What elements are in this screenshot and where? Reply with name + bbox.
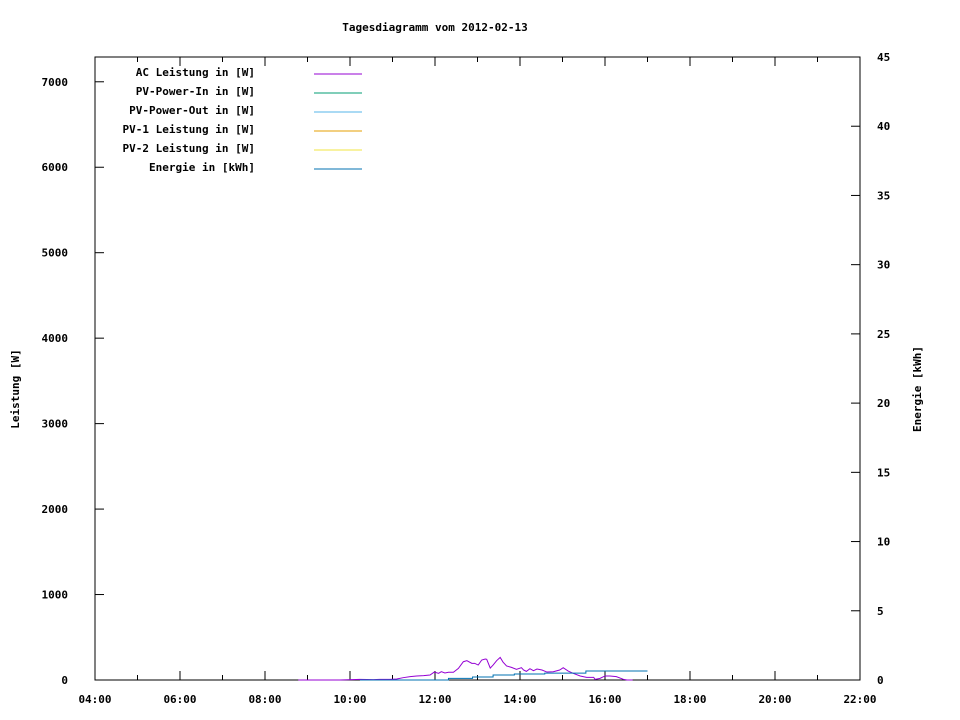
legend-label: PV-1 Leistung in [W]	[123, 123, 255, 136]
series-line-energie	[359, 670, 648, 681]
chart-title: Tagesdiagramm vom 2012-02-13	[342, 21, 527, 34]
y2-tick-label: 0	[877, 674, 884, 687]
x-tick-label: 10:00	[333, 693, 366, 706]
x-tick-label: 14:00	[503, 693, 536, 706]
legend: AC Leistung in [W] PV-Power-In in [W] PV-P…	[123, 66, 362, 174]
x-tick-label: 16:00	[588, 693, 621, 706]
y-tick-label: 4000	[42, 332, 69, 345]
x-tick-label: 18:00	[673, 693, 706, 706]
y2-tick-label: 40	[877, 120, 890, 133]
y2-tick-label: 20	[877, 397, 890, 410]
y-tick-label: 3000	[42, 418, 69, 431]
legend-label: PV-2 Leistung in [W]	[123, 142, 255, 155]
x-tick-label: 22:00	[843, 693, 876, 706]
y2-axis-label: Energie [kWh]	[911, 346, 924, 432]
y2-tick-label: 35	[877, 189, 890, 202]
y-tick-label: 2000	[42, 503, 69, 516]
y-tick-label: 1000	[42, 589, 69, 602]
y-axis-label: Leistung [W]	[9, 349, 22, 428]
y2-tick-label: 30	[877, 259, 890, 272]
legend-label: PV-Power-In in [W]	[136, 85, 255, 98]
x-tick-label: 06:00	[163, 693, 196, 706]
y2-tick-label: 25	[877, 328, 890, 341]
y2-tick-label: 15	[877, 466, 890, 479]
x-tick-label: 04:00	[78, 693, 111, 706]
y-tick-label: 5000	[42, 247, 69, 260]
y-tick-label: 7000	[42, 76, 69, 89]
x-tick-label: 12:00	[418, 693, 451, 706]
y-tick-label: 6000	[42, 161, 69, 174]
y2-tick-label: 45	[877, 51, 890, 64]
x-tick-label: 20:00	[758, 693, 791, 706]
y2-tick-label: 10	[877, 536, 890, 549]
y2-tick-label: 5	[877, 605, 884, 618]
x-tick-label: 08:00	[248, 693, 281, 706]
y-tick-label: 0	[61, 674, 68, 687]
legend-label: Energie in [kWh]	[149, 161, 255, 174]
series-line-ac	[298, 656, 633, 681]
legend-label: AC Leistung in [W]	[136, 66, 255, 79]
legend-label: PV-Power-Out in [W]	[129, 104, 255, 117]
